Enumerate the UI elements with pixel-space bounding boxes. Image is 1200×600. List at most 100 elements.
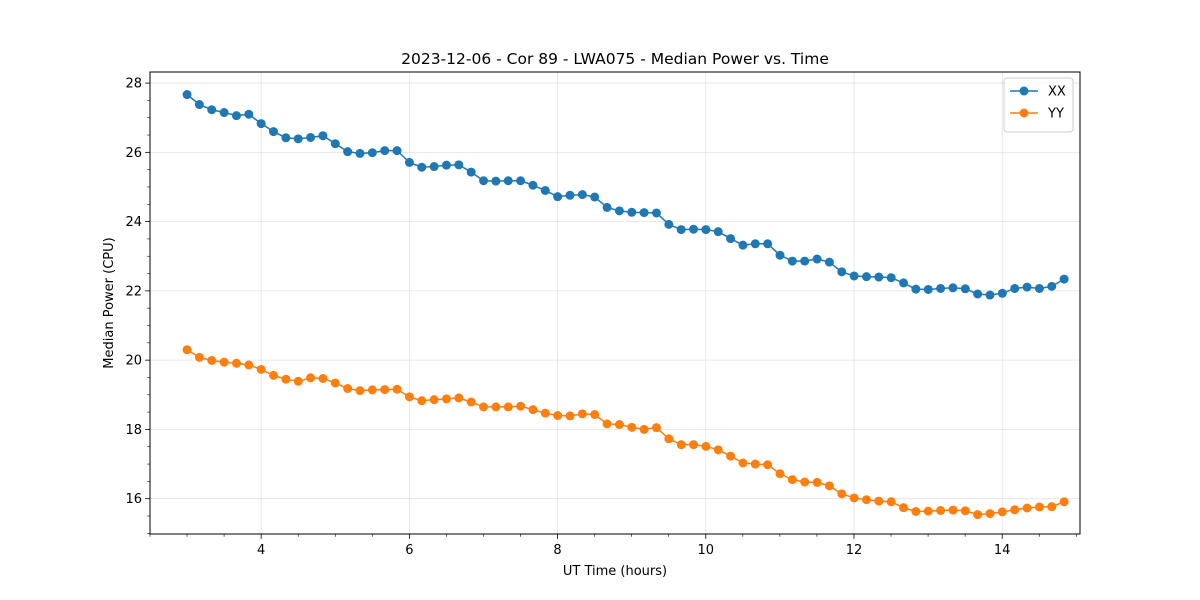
data-point-xx (651, 208, 661, 218)
data-point-yy (207, 355, 217, 365)
data-point-yy (676, 440, 686, 450)
data-point-xx (899, 278, 909, 288)
data-point-yy (602, 419, 612, 429)
data-point-yy (639, 424, 649, 434)
y-tick-label: 26 (125, 146, 142, 161)
x-tick-label: 6 (405, 543, 413, 558)
data-point-yy (479, 402, 489, 412)
x-tick-label: 8 (553, 543, 561, 558)
data-point-xx (1059, 274, 1069, 284)
data-point-yy (985, 509, 995, 519)
data-point-xx (577, 190, 587, 200)
data-point-yy (1034, 502, 1044, 512)
data-point-xx (874, 272, 884, 282)
data-point-yy (380, 385, 390, 395)
data-point-xx (689, 224, 699, 234)
data-point-yy (441, 394, 451, 404)
data-point-xx (812, 254, 822, 264)
data-point-xx (713, 227, 723, 237)
data-point-xx (973, 289, 983, 299)
data-point-yy (689, 440, 699, 450)
legend-label-xx: XX (1048, 85, 1066, 100)
data-point-yy (664, 434, 674, 444)
data-point-yy (491, 402, 501, 412)
data-point-yy (367, 385, 377, 395)
y-axis-label: Median Power (CPU) (102, 237, 117, 368)
data-point-xx (429, 162, 439, 172)
data-point-xx (565, 190, 575, 200)
data-point-xx (516, 176, 526, 186)
data-point-yy (392, 384, 402, 394)
data-point-xx (1022, 282, 1032, 292)
data-point-yy (417, 396, 427, 406)
y-tick-label: 16 (125, 492, 142, 507)
data-point-xx (269, 127, 279, 137)
data-point-xx (540, 185, 550, 195)
data-point-yy (565, 411, 575, 421)
data-point-xx (479, 176, 489, 186)
data-point-xx (281, 133, 291, 143)
x-tick-label: 14 (994, 543, 1011, 558)
data-point-xx (886, 273, 896, 283)
data-point-yy (182, 345, 192, 355)
data-point-xx (553, 192, 563, 202)
data-point-yy (651, 423, 661, 433)
data-point-yy (726, 451, 736, 461)
data-point-xx (293, 134, 303, 144)
data-point-yy (750, 459, 760, 469)
data-point-xx (219, 108, 229, 118)
data-point-xx (182, 90, 192, 100)
data-point-yy (528, 405, 538, 415)
data-point-xx (454, 160, 464, 170)
data-point-xx (639, 208, 649, 218)
data-point-xx (404, 157, 414, 167)
data-point-yy (503, 402, 513, 412)
data-point-yy (973, 510, 983, 520)
data-point-xx (244, 109, 254, 119)
data-point-yy (1047, 502, 1057, 512)
data-point-xx (491, 176, 501, 186)
data-point-xx (1034, 283, 1044, 293)
data-point-yy (429, 395, 439, 405)
data-point-yy (219, 357, 229, 367)
data-point-yy (738, 458, 748, 468)
data-point-yy (516, 401, 526, 411)
data-point-yy (293, 376, 303, 386)
series-xx (182, 90, 1069, 300)
data-point-xx (837, 267, 847, 277)
data-point-yy (466, 397, 476, 407)
data-point-xx (194, 100, 204, 110)
data-point-xx (1010, 283, 1020, 293)
data-point-yy (343, 384, 353, 394)
data-point-yy (763, 460, 773, 470)
data-point-yy (318, 374, 328, 383)
data-point-xx (343, 147, 353, 157)
data-point-yy (824, 481, 834, 491)
data-point-yy (812, 477, 822, 487)
data-point-yy (849, 493, 859, 503)
legend: XX YY (1003, 77, 1074, 133)
data-point-xx (775, 250, 785, 260)
data-point-xx (355, 148, 365, 158)
data-point-xx (590, 192, 600, 202)
data-point-yy (936, 505, 946, 515)
data-point-xx (911, 284, 921, 294)
data-point-xx (417, 162, 427, 172)
data-point-xx (701, 225, 711, 235)
data-point-xx (923, 284, 933, 294)
data-point-xx (726, 234, 736, 244)
legend-marker-yy (1019, 108, 1029, 118)
data-point-yy (886, 497, 896, 507)
y-tick-label: 28 (125, 77, 142, 92)
data-point-yy (577, 409, 587, 419)
data-point-yy (874, 496, 884, 506)
data-point-xx (985, 290, 995, 300)
data-point-xx (627, 207, 637, 217)
data-point-yy (244, 360, 254, 370)
data-point-yy (281, 374, 291, 384)
data-point-xx (997, 288, 1007, 298)
data-point-yy (231, 358, 241, 368)
data-point-xx (960, 284, 970, 294)
data-point-yy (614, 420, 624, 430)
